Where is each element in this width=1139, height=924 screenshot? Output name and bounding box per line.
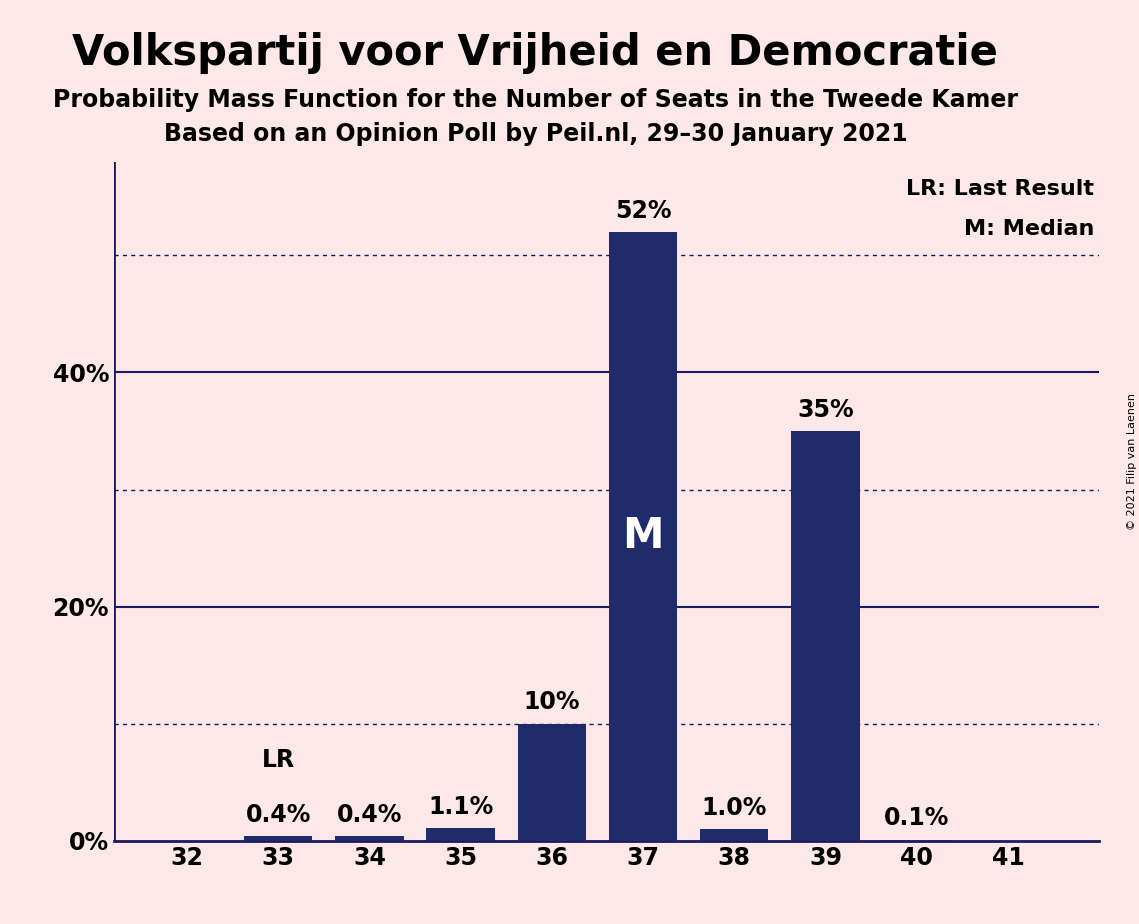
- Text: Volkspartij voor Vrijheid en Democratie: Volkspartij voor Vrijheid en Democratie: [73, 32, 998, 74]
- Text: LR: Last Result: LR: Last Result: [907, 178, 1095, 199]
- Bar: [883, 840, 951, 841]
- Text: LR: LR: [262, 748, 295, 772]
- Bar: [426, 828, 494, 841]
- Bar: [244, 836, 312, 841]
- Bar: [700, 829, 769, 841]
- Text: 35%: 35%: [797, 397, 854, 421]
- Text: 0.4%: 0.4%: [337, 803, 402, 827]
- Text: 1.1%: 1.1%: [428, 795, 493, 819]
- Bar: [517, 723, 585, 841]
- Text: Based on an Opinion Poll by Peil.nl, 29–30 January 2021: Based on an Opinion Poll by Peil.nl, 29–…: [164, 122, 907, 146]
- Text: © 2021 Filip van Laenen: © 2021 Filip van Laenen: [1126, 394, 1137, 530]
- Text: Probability Mass Function for the Number of Seats in the Tweede Kamer: Probability Mass Function for the Number…: [52, 88, 1018, 112]
- Text: 0.1%: 0.1%: [884, 807, 950, 831]
- Text: 10%: 10%: [524, 690, 580, 714]
- Text: 52%: 52%: [615, 199, 671, 223]
- Bar: [335, 836, 403, 841]
- Text: M: M: [622, 516, 664, 557]
- Bar: [609, 232, 678, 841]
- Bar: [792, 431, 860, 841]
- Text: M: Median: M: Median: [964, 219, 1095, 239]
- Text: 0.4%: 0.4%: [245, 803, 311, 827]
- Text: 1.0%: 1.0%: [702, 796, 767, 820]
